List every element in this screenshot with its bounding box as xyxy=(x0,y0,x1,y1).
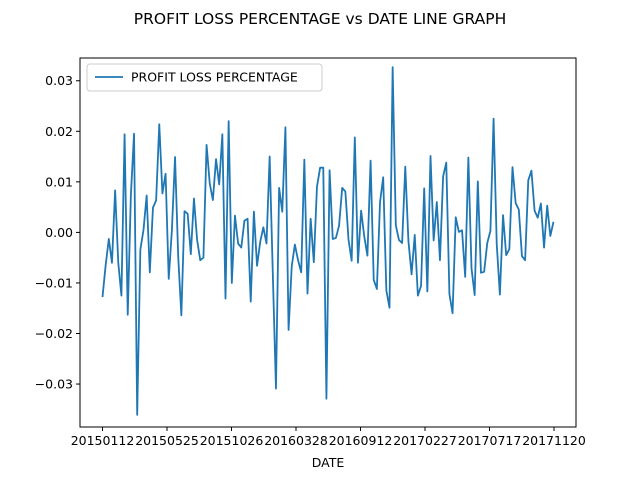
plot-area: 20150112 20150525 20151026 20160328 20160912… xyxy=(35,57,586,448)
x-tick-label: 20151026 xyxy=(200,433,264,448)
x-tick-label: 20170717 xyxy=(458,433,522,448)
y-tick-label: −0.03 xyxy=(35,377,73,392)
y-tick-label: −0.02 xyxy=(35,326,73,341)
plot-frame xyxy=(79,57,577,428)
y-tick-label: 0.03 xyxy=(45,73,73,88)
x-tick-label: 20160328 xyxy=(264,433,328,448)
legend-box xyxy=(86,63,323,92)
chart-title: PROFIT LOSS PERCENTAGE vs DATE LINE GRAP… xyxy=(134,10,506,28)
x-tick-label: 20160912 xyxy=(329,433,393,448)
y-tick-label: 0.02 xyxy=(45,124,73,139)
y-tick-label: −0.01 xyxy=(35,275,73,290)
x-tick-label: 20150112 xyxy=(71,433,135,448)
x-tick-label: 20150525 xyxy=(135,433,199,448)
y-tick-label: 0.01 xyxy=(45,174,73,189)
x-axis-label: DATE xyxy=(312,455,345,470)
y-axis-ticks: −0.03 −0.02 −0.01 0.00 0.01 0.02 0.03 xyxy=(35,73,80,392)
x-axis-ticks: 20150112 20150525 20151026 20160328 20160912… xyxy=(71,427,586,448)
x-tick-label: 20170227 xyxy=(393,433,457,448)
legend: PROFIT LOSS PERCENTAGE xyxy=(86,63,323,92)
y-tick-label: 0.00 xyxy=(45,225,73,240)
legend-entry-profit-loss-percentage: PROFIT LOSS PERCENTAGE xyxy=(131,70,298,85)
x-tick-label: 20171120 xyxy=(522,433,586,448)
series-line-profit-loss-percentage xyxy=(101,66,555,416)
